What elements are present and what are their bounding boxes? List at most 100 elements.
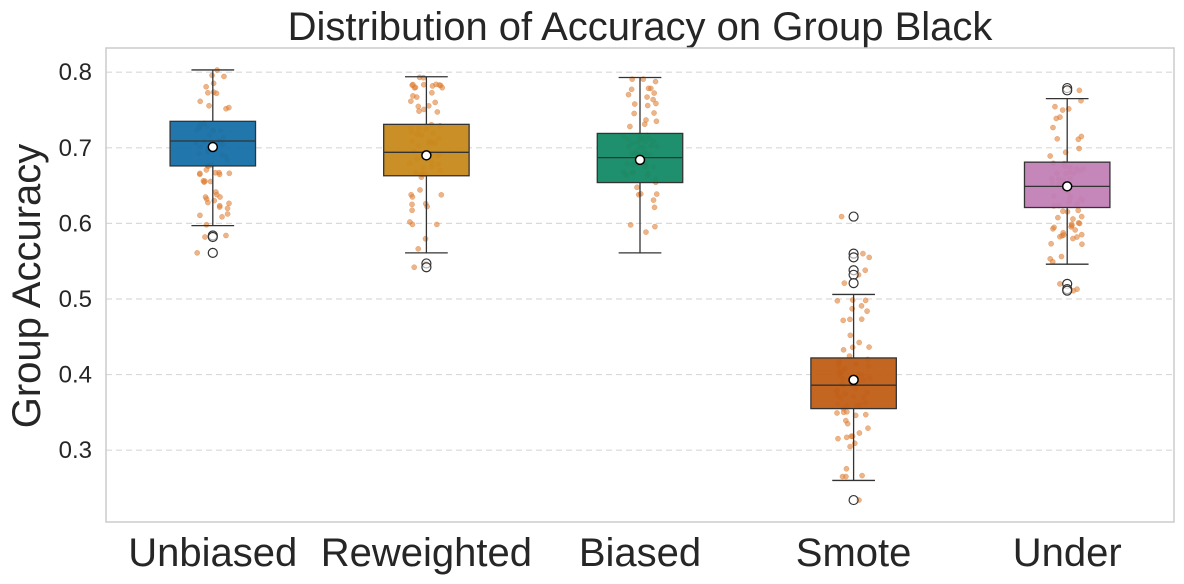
jitter-point [835,435,841,442]
jitter-point [866,344,872,350]
box-reweighted [383,76,470,273]
jitter-point [1058,253,1065,260]
jitter-point [411,264,418,271]
jitter-point [415,245,422,252]
jitter-point [194,250,201,256]
x-tick-label: Reweighted [321,531,532,575]
jitter-point [651,204,658,211]
jitter-point [865,425,871,432]
jitter-point [653,191,660,197]
mean-marker [848,374,859,386]
jitter-point [421,106,427,113]
jitter-point [849,297,856,303]
x-tick-label: Unbiased [128,531,297,575]
jitter-point [858,316,865,323]
box-unbiased [169,69,257,258]
jitter-point [226,170,233,177]
outlier-point [207,231,218,243]
jitter-point [847,443,853,450]
jitter-point [864,308,870,314]
jitter-point [1076,220,1083,227]
jitter-point [839,473,846,480]
jitter-point [631,110,638,117]
jitter-point [627,222,634,228]
jitter-point [858,302,865,309]
jitter-point [203,167,210,173]
jitter-point [641,121,648,128]
jitter-point [840,317,847,324]
jitter-point [433,221,440,228]
jitter-point [643,229,649,235]
jitter-point [1075,207,1082,214]
jitter-point [644,94,650,100]
jitter-point [1057,233,1063,240]
jitter-point [838,213,845,220]
jitter-point [429,89,435,96]
jitter-point [424,203,430,210]
outlier-point [1062,85,1073,96]
chart-title: Distribution of Accuracy on Group Black [288,5,994,49]
boxes [169,69,1111,506]
jitter-point [856,430,863,436]
jitter-point [409,194,416,200]
outlier-point [848,252,859,263]
jitter-point [212,169,219,176]
y-tick-label: 0.4 [59,362,92,389]
jitter-point [844,420,851,427]
jitter-point [1052,103,1058,110]
jitter-point [651,90,658,96]
jitter-point [849,433,856,440]
jitter-point [1078,213,1085,220]
plot-frame [105,47,1175,523]
jitter-point [407,98,414,105]
jitter-point [1059,107,1066,113]
jitter-point [834,297,841,304]
y-axis-label: Group Accuracy [5,144,49,429]
y-tick-label: 0.7 [59,135,92,162]
y-tick-label: 0.8 [59,59,92,86]
jitter-point [1068,221,1075,228]
jitter-point [221,73,227,80]
jitter-point [849,344,856,351]
jitter-point [862,411,869,418]
y-tick-label: 0.6 [59,210,92,237]
jitter-point [409,207,415,214]
jitter-point [202,178,208,184]
y-tick-label: 0.5 [59,286,92,313]
outlier-point [848,494,859,506]
jitter-point [205,89,211,96]
jitter-point [1055,214,1061,221]
jitter-point [203,221,210,228]
jitter-point [1047,153,1054,159]
jitter-point [407,219,413,225]
box-under [1023,82,1111,296]
jitter-point [645,85,652,92]
jitter-point [417,187,423,193]
jitter-point [436,82,443,88]
x-tick-label: Under [1013,531,1122,575]
jitter-point [197,170,203,177]
jitter-point [203,83,209,90]
jitter-point [634,184,640,191]
jitter-point [1079,241,1085,248]
jitter-point [206,102,212,109]
jitter-point [213,191,220,198]
jitter-point [653,100,659,107]
jitter-point [631,101,638,107]
jitter-point [859,472,865,479]
jitter-point [1078,231,1085,238]
jitter-point [841,280,848,286]
jitter-point [1072,227,1079,233]
jitter-point [847,332,854,339]
jitter-point [224,211,231,217]
jitter-point [650,197,657,203]
outlier-point [848,211,859,222]
jitter-point [1054,135,1061,142]
jitter-point [625,91,632,98]
jitter-point [197,212,203,219]
y-tick-label: 0.3 [59,437,92,464]
jitter-point [1070,235,1076,242]
box-biased [596,76,684,254]
outlier-point [848,269,859,280]
